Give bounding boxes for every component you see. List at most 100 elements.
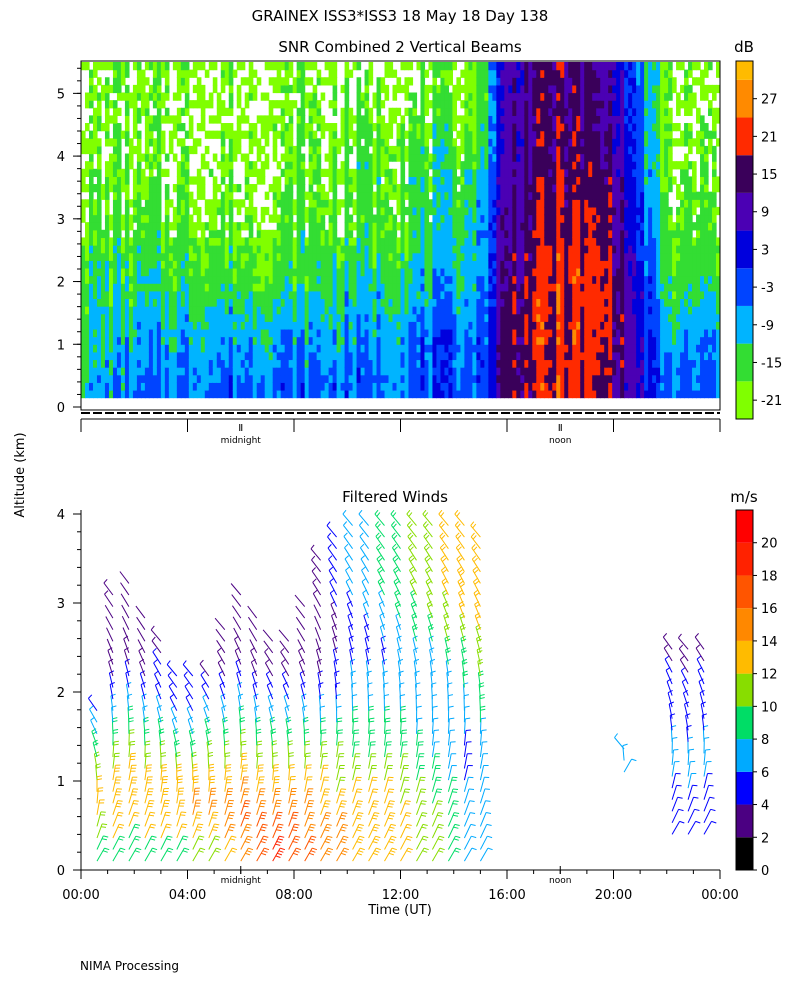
snr-cell <box>400 62 406 71</box>
snr-cell <box>316 191 322 200</box>
snr-cell <box>412 275 418 284</box>
snr-cell <box>376 84 382 94</box>
snr-cell <box>456 130 461 139</box>
snr-cell <box>404 145 410 155</box>
snr-cell <box>368 252 374 261</box>
snr-cell <box>368 290 374 300</box>
snr-cell <box>88 214 94 223</box>
snr-cell <box>448 306 454 315</box>
snr-cell <box>560 100 565 109</box>
snr-cell <box>316 321 322 330</box>
snr-cell <box>280 100 286 109</box>
snr-cell <box>144 130 150 139</box>
snr-cell <box>436 199 442 208</box>
snr-cell <box>360 367 366 376</box>
snr-cell <box>496 69 501 78</box>
snr-cell <box>480 161 485 170</box>
snr-cell <box>296 138 302 147</box>
snr-cell <box>524 191 529 200</box>
snr-cell <box>84 351 90 361</box>
snr-cell <box>220 275 226 284</box>
snr-cell <box>148 184 154 193</box>
snr-cell <box>104 130 110 139</box>
snr-cell <box>160 328 166 338</box>
snr-cell <box>584 351 589 361</box>
snr-cell <box>288 115 294 124</box>
snr-cell <box>236 123 242 132</box>
snr-cell <box>380 321 386 330</box>
snr-cell <box>296 214 302 223</box>
snr-cell <box>164 260 170 269</box>
snr-cell <box>148 245 154 254</box>
snr-cell <box>584 77 589 86</box>
snr-cell <box>164 367 170 376</box>
snr-cell <box>464 214 469 223</box>
snr-cell <box>324 389 330 399</box>
snr-cell <box>332 69 338 78</box>
snr-cell <box>228 184 234 193</box>
snr-cell <box>496 191 501 200</box>
snr-cell <box>468 62 473 71</box>
snr-cell <box>196 344 202 353</box>
snr-cell <box>460 69 465 78</box>
snr-cell <box>588 100 593 109</box>
snr-cell <box>564 321 569 330</box>
snr-cell <box>228 351 234 361</box>
snr-cell <box>536 92 541 101</box>
snr-cell <box>84 199 90 208</box>
snr-cell <box>120 237 126 246</box>
snr-cell <box>460 321 465 330</box>
snr-cell <box>168 267 174 277</box>
snr-cell <box>540 107 545 116</box>
snr-cell <box>508 100 513 109</box>
snr-cell <box>356 283 362 292</box>
snr-cell <box>316 260 322 269</box>
snr-cell <box>112 367 118 376</box>
snr-cell <box>524 100 529 109</box>
snr-cell <box>92 115 98 124</box>
snr-cell <box>548 138 553 147</box>
snr-cell <box>168 367 174 376</box>
snr-cell <box>84 123 90 132</box>
snr-cell <box>516 161 521 170</box>
snr-cell <box>136 313 142 322</box>
snr-cell <box>164 389 170 399</box>
snr-cell <box>116 237 122 246</box>
snr-cell <box>476 199 481 208</box>
snr-cell <box>308 100 314 109</box>
snr-cell <box>220 100 226 109</box>
snr-cell <box>116 275 122 284</box>
snr-cell <box>88 306 94 315</box>
snr-cell <box>520 184 525 193</box>
snr-cell <box>192 267 198 277</box>
snr-cell <box>136 214 142 223</box>
snr-cell <box>556 382 561 391</box>
snr-cell <box>484 214 489 223</box>
snr-cell <box>452 321 458 330</box>
snr-cell <box>480 367 485 376</box>
snr-cell <box>400 229 406 239</box>
snr-cell <box>112 184 118 193</box>
snr-cell <box>108 321 114 330</box>
snr-cell <box>472 359 477 368</box>
snr-cell <box>144 199 150 208</box>
snr-cell <box>512 138 517 147</box>
snr-cell <box>160 351 166 361</box>
snr-cell <box>180 367 186 376</box>
snr-cell <box>240 245 246 254</box>
snr-cell <box>336 138 342 147</box>
snr-cell <box>272 336 278 345</box>
snr-cell <box>272 184 278 193</box>
snr-cell <box>188 130 194 139</box>
snr-cell <box>264 206 270 216</box>
snr-cell <box>116 206 122 216</box>
snr-cell <box>468 275 473 284</box>
snr-cell <box>284 298 290 307</box>
snr-cell <box>500 168 505 178</box>
snr-cell <box>464 336 469 345</box>
snr-cell <box>408 168 414 178</box>
snr-cell <box>232 290 238 300</box>
snr-cell <box>492 359 497 368</box>
snr-cell <box>224 222 230 231</box>
snr-cell <box>204 222 210 231</box>
